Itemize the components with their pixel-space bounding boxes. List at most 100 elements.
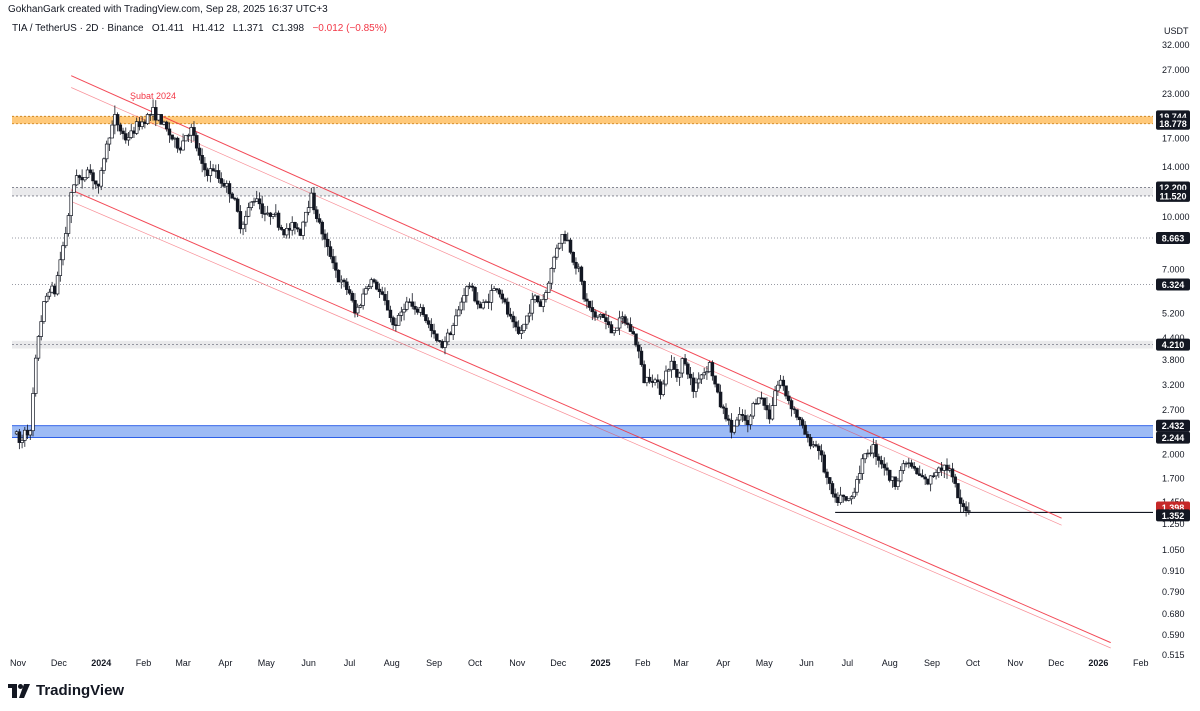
candle[interactable] (718, 384, 723, 409)
candle[interactable] (115, 112, 120, 132)
candle[interactable] (58, 251, 63, 282)
candle[interactable] (901, 460, 906, 474)
candle[interactable] (124, 127, 128, 144)
candle[interactable] (500, 289, 505, 304)
candle[interactable] (626, 318, 630, 329)
candle[interactable] (167, 122, 172, 143)
candle[interactable] (208, 160, 213, 183)
candle[interactable] (304, 211, 308, 227)
candle[interactable] (121, 127, 125, 140)
candle[interactable] (806, 431, 810, 443)
candle[interactable] (216, 164, 221, 183)
candle[interactable] (257, 192, 262, 210)
candle[interactable] (39, 315, 43, 341)
candle[interactable] (347, 285, 352, 296)
candle[interactable] (639, 346, 644, 367)
candle[interactable] (429, 318, 434, 338)
candle[interactable] (85, 166, 90, 179)
candle[interactable] (817, 443, 821, 460)
candle[interactable] (126, 131, 131, 146)
candle[interactable] (241, 221, 245, 236)
candle[interactable] (140, 116, 144, 130)
candle[interactable] (830, 480, 835, 498)
candle[interactable] (129, 123, 133, 140)
candle[interactable] (20, 434, 24, 449)
candle[interactable] (732, 425, 736, 435)
candle[interactable] (841, 494, 846, 503)
candle[interactable] (227, 180, 232, 203)
candle[interactable] (456, 306, 461, 317)
candle[interactable] (585, 293, 589, 309)
candle[interactable] (666, 368, 671, 372)
candle[interactable] (735, 416, 739, 427)
candle[interactable] (361, 288, 365, 310)
candle[interactable] (555, 244, 559, 260)
candle[interactable] (847, 498, 851, 502)
candle[interactable] (481, 299, 485, 310)
candle[interactable] (694, 377, 698, 398)
candle[interactable] (104, 140, 109, 163)
candle[interactable] (391, 315, 395, 330)
candle[interactable] (366, 284, 371, 291)
candle[interactable] (497, 287, 502, 298)
candle[interactable] (696, 372, 701, 389)
candle[interactable] (587, 300, 592, 311)
candle[interactable] (909, 459, 914, 469)
candle[interactable] (462, 288, 466, 311)
candle[interactable] (688, 366, 693, 386)
candle[interactable] (964, 501, 968, 517)
candle[interactable] (877, 453, 881, 468)
candle[interactable] (451, 322, 455, 340)
candle[interactable] (912, 462, 917, 471)
candle[interactable] (934, 469, 938, 480)
candle[interactable] (154, 100, 158, 127)
candle[interactable] (833, 488, 837, 503)
candle[interactable] (238, 205, 243, 234)
candle[interactable] (787, 390, 791, 405)
candle[interactable] (405, 296, 409, 312)
candle[interactable] (364, 285, 368, 295)
candle[interactable] (825, 468, 829, 485)
candle[interactable] (355, 303, 360, 318)
candle[interactable] (898, 466, 903, 483)
candle[interactable] (336, 269, 341, 283)
candle[interactable] (781, 375, 786, 391)
candle[interactable] (874, 439, 878, 465)
candle[interactable] (159, 114, 163, 125)
candle[interactable] (465, 285, 469, 303)
candle[interactable] (582, 280, 586, 302)
candle[interactable] (615, 327, 619, 332)
candle[interactable] (293, 221, 297, 235)
channel-lower-line[interactable] (71, 189, 1111, 644)
candle[interactable] (838, 486, 843, 505)
candle[interactable] (773, 386, 777, 406)
candle[interactable] (200, 148, 204, 173)
candle[interactable] (819, 444, 824, 463)
candle[interactable] (443, 336, 447, 355)
candle[interactable] (724, 403, 728, 422)
candle[interactable] (325, 232, 330, 256)
candle[interactable] (470, 282, 475, 292)
candle[interactable] (271, 213, 275, 220)
candle[interactable] (44, 293, 49, 304)
candle[interactable] (88, 164, 93, 175)
candle[interactable] (421, 304, 425, 317)
candle[interactable] (546, 281, 551, 293)
candle[interactable] (55, 271, 60, 296)
candle[interactable] (505, 297, 510, 318)
candle[interactable] (863, 453, 867, 464)
price-scale[interactable]: USDT 32.000 27.000 23.000 17.000 14.000 10.000… (1162, 26, 1190, 660)
candle[interactable] (596, 315, 600, 320)
candle[interactable] (69, 191, 73, 224)
candle[interactable] (134, 117, 139, 136)
candle[interactable] (923, 473, 927, 486)
candle[interactable] (91, 169, 95, 190)
candle[interactable] (369, 277, 374, 290)
candle[interactable] (334, 255, 338, 278)
candle[interactable] (792, 406, 796, 414)
candle[interactable] (110, 120, 114, 139)
candle[interactable] (795, 408, 799, 421)
candle[interactable] (473, 286, 477, 303)
channel-upper-line[interactable] (70, 75, 1062, 519)
